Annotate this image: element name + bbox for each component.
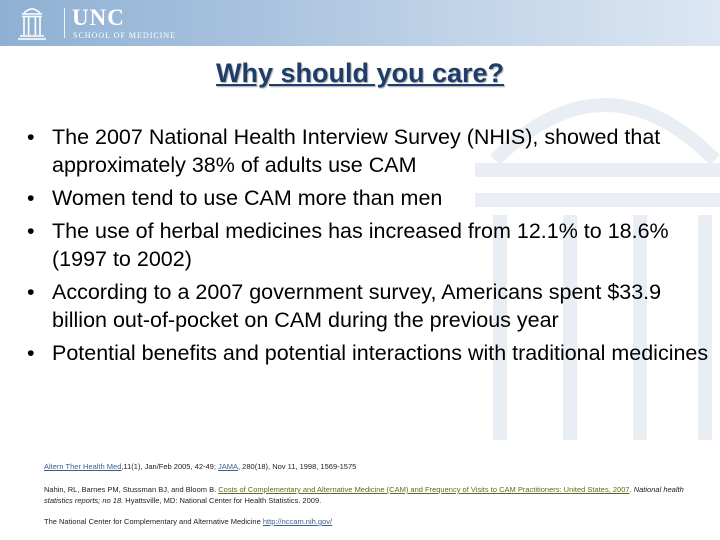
bullet-text: Potential benefits and potential interac… <box>52 341 709 365</box>
references: Altern Ther Health Med,11(1), Jan/Feb 20… <box>44 461 704 539</box>
reference-2: Nahin, RL, Barnes PM, Stussman BJ, and B… <box>44 484 704 506</box>
bullet-dot: • <box>27 125 35 149</box>
logo-divider <box>64 8 65 38</box>
header-banner: UNC SCHOOL OF MEDICINE <box>0 0 720 46</box>
reference-1: Altern Ther Health Med,11(1), Jan/Feb 20… <box>44 461 704 472</box>
bullet-text: Women tend to use CAM more than men <box>52 186 443 210</box>
report-link[interactable]: Costs of Complementary and Alternative M… <box>218 485 630 494</box>
bullet-item: • The use of herbal medicines has increas… <box>24 217 714 273</box>
reference-text: The National Center for Complementary an… <box>44 517 263 526</box>
reference-text: , 280(18), Nov 11, 1998, 1569-1575 <box>238 462 357 471</box>
bullet-item: • Potential benefits and potential intera… <box>24 339 714 367</box>
bullet-text: The 2007 National Health Interview Surve… <box>52 125 661 177</box>
bullet-dot: • <box>27 341 35 365</box>
logo-title: UNC <box>72 5 125 30</box>
bullet-text: According to a 2007 government survey, A… <box>52 280 662 332</box>
reference-publisher: Hyattsville, MD: National Center for Hea… <box>123 496 322 505</box>
journal-link-altern-ther[interactable]: Altern Ther Health Med <box>44 462 122 471</box>
reference-text: ,11(1), Jan/Feb 2005, 42-49; <box>121 462 218 471</box>
bullet-list: • The 2007 National Health Interview Surv… <box>24 123 714 372</box>
reference-report: . National health statistics reports; no… <box>44 485 684 505</box>
logo-subtitle: SCHOOL OF MEDICINE <box>73 31 177 40</box>
reference-3: The National Center for Complementary an… <box>44 516 704 527</box>
old-well-watermark <box>475 98 720 440</box>
bullet-dot: • <box>27 186 35 210</box>
bullet-dot: • <box>27 219 35 243</box>
bullet-text: The use of herbal medicines has increase… <box>52 219 669 271</box>
bullet-item: • According to a 2007 government survey, … <box>24 278 714 334</box>
slide-title: Why should you care? <box>215 58 505 88</box>
bullet-item: • The 2007 National Health Interview Surv… <box>24 123 714 179</box>
reference-authors: Nahin, RL, Barnes PM, Stussman BJ, and B… <box>44 485 219 494</box>
bullet-dot: • <box>27 280 35 304</box>
old-well-icon <box>18 8 46 40</box>
nccam-link[interactable]: http://nccam.nih.gov/ <box>262 517 333 526</box>
journal-link-jama[interactable]: JAMA <box>218 462 239 471</box>
bullet-item: • Women tend to use CAM more than men <box>24 184 714 212</box>
